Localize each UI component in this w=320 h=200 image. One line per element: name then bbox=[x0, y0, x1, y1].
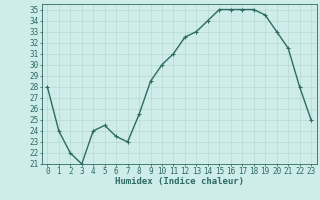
X-axis label: Humidex (Indice chaleur): Humidex (Indice chaleur) bbox=[115, 177, 244, 186]
